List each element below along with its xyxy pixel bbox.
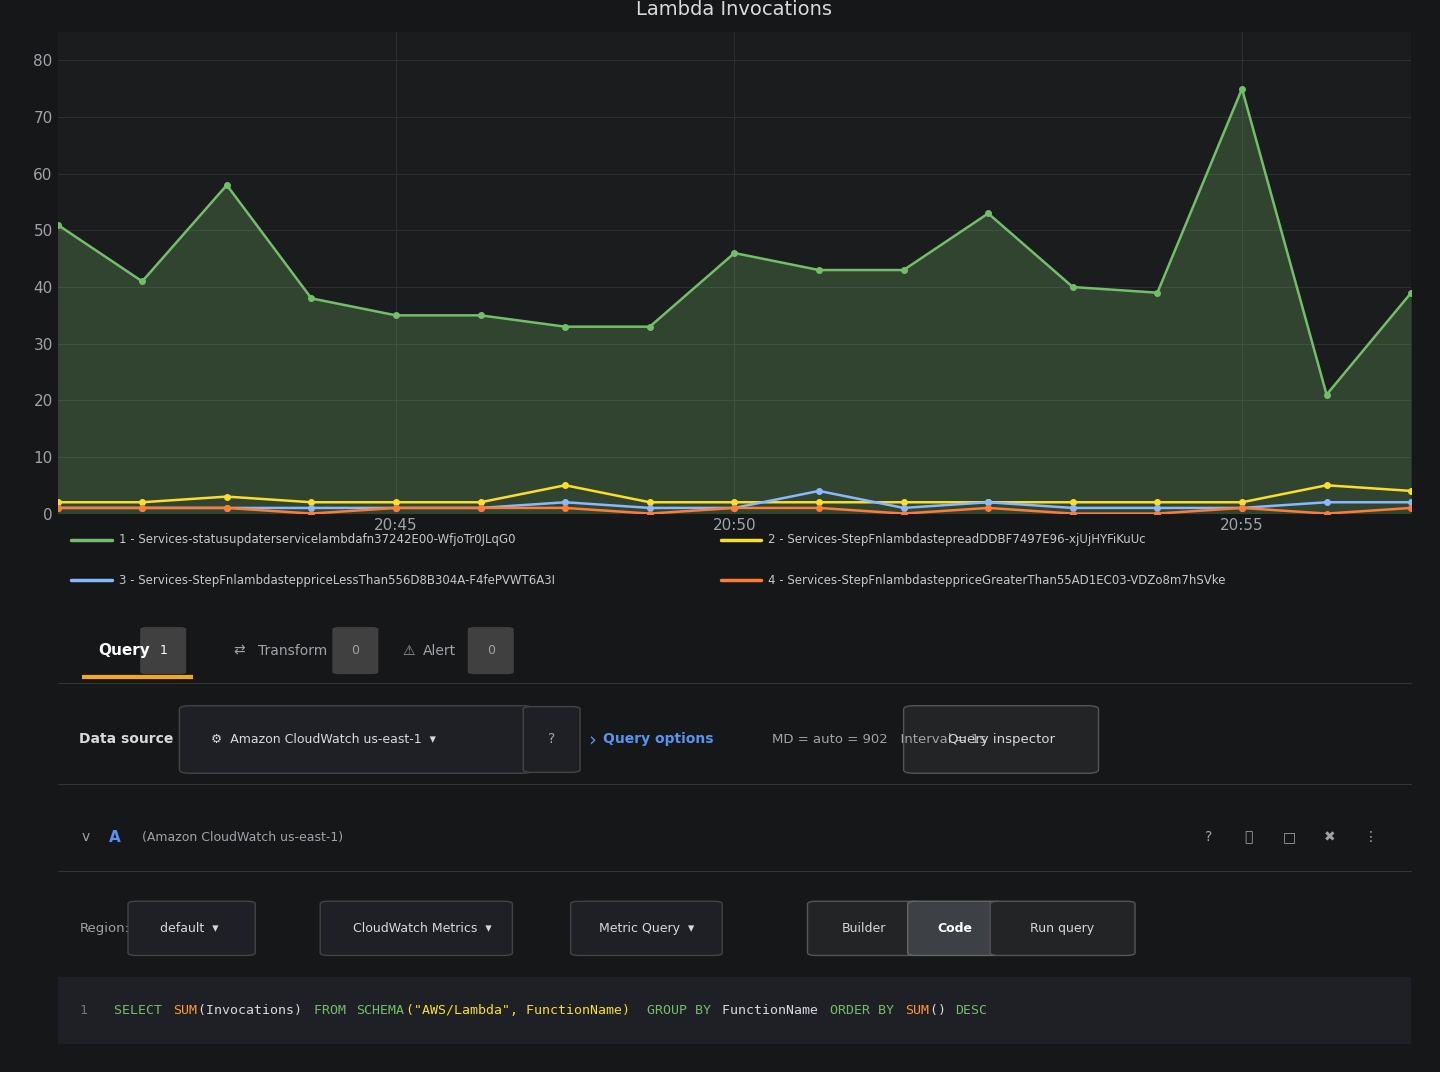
Text: default  ▾: default ▾ [160, 922, 219, 935]
Text: 0: 0 [351, 644, 360, 657]
FancyBboxPatch shape [570, 902, 723, 955]
Text: FROM: FROM [314, 1004, 354, 1017]
Text: 4 - Services-StepFnlambdasteppriceGreaterThan55AD1EC03-VDZo8m7hSVke: 4 - Services-StepFnlambdasteppriceGreate… [769, 574, 1225, 586]
Text: ?: ? [1204, 830, 1212, 845]
Text: ⚠: ⚠ [403, 643, 415, 657]
Text: Transform: Transform [258, 643, 327, 657]
Text: FunctionName: FunctionName [721, 1004, 827, 1017]
Text: 1: 1 [160, 644, 167, 657]
Text: 1 - Services-statusupdaterservicelambdafn37242E00-WfjoTr0JLqG0: 1 - Services-statusupdaterservicelambdaf… [118, 533, 516, 546]
Text: ⚙  Amazon CloudWatch us-east-1  ▾: ⚙ Amazon CloudWatch us-east-1 ▾ [210, 733, 435, 746]
Text: ✖: ✖ [1325, 830, 1336, 845]
FancyBboxPatch shape [58, 978, 1411, 1044]
Text: Query: Query [98, 643, 150, 658]
FancyBboxPatch shape [320, 902, 513, 955]
FancyBboxPatch shape [333, 627, 379, 674]
Text: SELECT: SELECT [114, 1004, 170, 1017]
Text: Query options: Query options [603, 732, 714, 746]
FancyBboxPatch shape [140, 627, 186, 674]
FancyBboxPatch shape [808, 902, 922, 955]
Text: 0: 0 [487, 644, 495, 657]
Text: ORDER BY: ORDER BY [831, 1004, 903, 1017]
Text: (Invocations): (Invocations) [197, 1004, 310, 1017]
Text: MD = auto = 902   Interval = 1s: MD = auto = 902 Interval = 1s [772, 733, 986, 746]
Text: DESC: DESC [955, 1004, 988, 1017]
Text: 2 - Services-StepFnlambdastepreadDDBF7497E96-xjUjHYFiKuUc: 2 - Services-StepFnlambdastepreadDDBF749… [769, 533, 1146, 546]
Text: Builder: Builder [842, 922, 887, 935]
FancyBboxPatch shape [991, 902, 1135, 955]
Text: A: A [109, 830, 121, 845]
Text: ?: ? [549, 732, 556, 746]
FancyBboxPatch shape [907, 902, 1002, 955]
Text: (): () [930, 1004, 955, 1017]
Text: Region:: Region: [79, 922, 130, 935]
Text: v: v [82, 830, 91, 845]
Text: ⋮: ⋮ [1364, 830, 1378, 845]
Text: (Amazon CloudWatch us-east-1): (Amazon CloudWatch us-east-1) [141, 831, 343, 844]
Text: Query inspector: Query inspector [948, 733, 1054, 746]
Text: □: □ [1283, 830, 1296, 845]
Text: ("AWS/Lambda", FunctionName): ("AWS/Lambda", FunctionName) [406, 1004, 638, 1017]
FancyBboxPatch shape [180, 705, 533, 773]
Text: 3 - Services-StepFnlambdasteppriceLessThan556D8B304A-F4fePVWT6A3I: 3 - Services-StepFnlambdasteppriceLessTh… [118, 574, 554, 586]
Text: GROUP BY: GROUP BY [647, 1004, 719, 1017]
FancyBboxPatch shape [904, 705, 1099, 773]
Text: Run query: Run query [1030, 922, 1094, 935]
Text: Alert: Alert [423, 643, 456, 657]
Text: Code: Code [937, 922, 972, 935]
Text: 1: 1 [79, 1004, 88, 1017]
Text: SCHEMA: SCHEMA [356, 1004, 403, 1017]
Text: Data source: Data source [79, 732, 174, 746]
Text: ⇄: ⇄ [233, 643, 245, 657]
FancyBboxPatch shape [128, 902, 255, 955]
Text: SUM: SUM [906, 1004, 929, 1017]
FancyBboxPatch shape [523, 706, 580, 772]
Text: ›: › [588, 730, 596, 749]
Text: CloudWatch Metrics  ▾: CloudWatch Metrics ▾ [353, 922, 491, 935]
Title: Lambda Invocations: Lambda Invocations [636, 0, 832, 19]
Text: SUM: SUM [173, 1004, 197, 1017]
FancyBboxPatch shape [468, 627, 514, 674]
Text: ⎘: ⎘ [1244, 830, 1253, 845]
Text: Metric Query  ▾: Metric Query ▾ [599, 922, 694, 935]
